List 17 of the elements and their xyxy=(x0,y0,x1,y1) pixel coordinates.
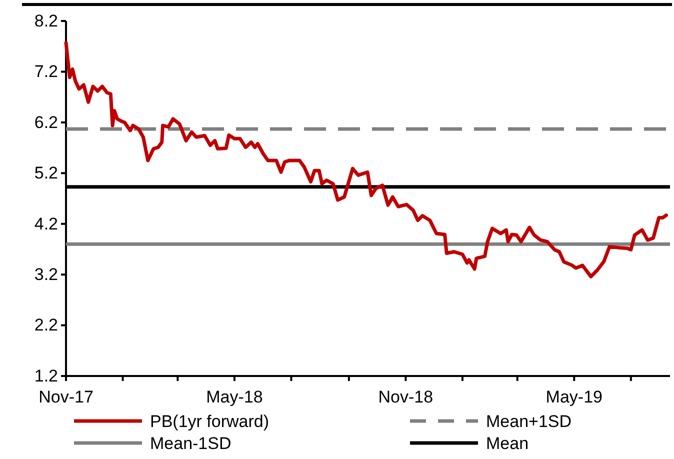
legend-label: Mean-1SD xyxy=(150,434,232,453)
legend-label: Mean xyxy=(486,434,529,453)
y-tick-label: 5.2 xyxy=(34,164,58,183)
y-tick-label: 1.2 xyxy=(34,366,58,386)
x-tick-label: May-19 xyxy=(546,388,602,407)
line-series xyxy=(64,41,668,278)
y-tick-label: 7.2 xyxy=(34,62,58,82)
x-tick-label: Nov-17 xyxy=(38,388,94,407)
legend-label: Mean+1SD xyxy=(486,412,572,431)
y-tick-label: 3.2 xyxy=(34,265,58,284)
x-tick-label: Nov-18 xyxy=(378,388,434,407)
y-tick-label: 4.2 xyxy=(34,214,58,234)
y-tick-label: 6.2 xyxy=(34,112,58,132)
y-tick-label: 2.2 xyxy=(34,316,58,335)
legend-label: PB(1yr forward) xyxy=(150,412,270,431)
y-tick-label: 8.2 xyxy=(34,11,58,30)
x-tick-label: May-18 xyxy=(206,388,263,407)
